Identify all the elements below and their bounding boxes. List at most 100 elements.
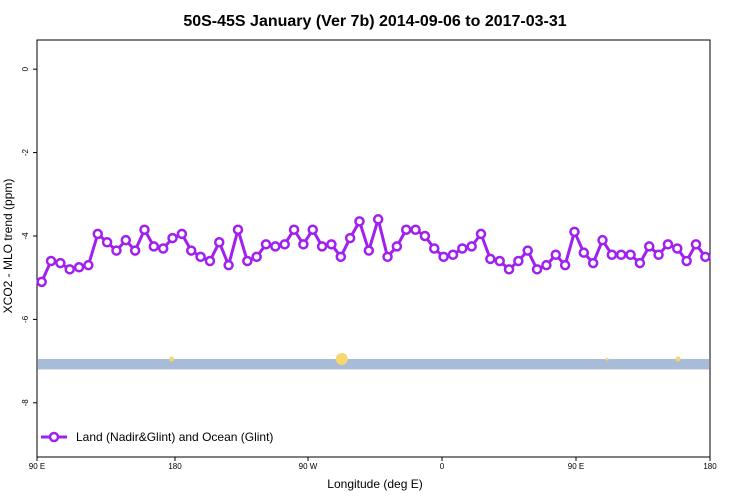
x-tick-label: 180	[168, 462, 182, 471]
data-point	[157, 243, 169, 254]
data-point	[288, 224, 300, 235]
data-point	[111, 245, 122, 256]
data-point	[214, 236, 225, 248]
data-point	[419, 230, 431, 242]
data-point	[494, 255, 505, 267]
data-point	[55, 257, 66, 269]
data-point	[503, 264, 515, 275]
data-point	[485, 253, 496, 265]
data-point	[120, 234, 132, 246]
data-point	[634, 257, 646, 269]
data-point	[382, 251, 393, 263]
data-point	[578, 247, 590, 258]
y-tick-label: 0	[21, 66, 30, 71]
legend-marker	[48, 431, 60, 443]
data-point	[148, 241, 160, 252]
data-point	[363, 245, 375, 256]
data-point	[606, 249, 618, 261]
band-marker-0	[169, 356, 175, 362]
data-point	[672, 243, 683, 254]
y-axis-label: XCO2 - MLO trend (ppm)	[1, 179, 15, 314]
data-point	[129, 245, 141, 256]
data-point	[167, 232, 178, 244]
data-point	[447, 249, 459, 261]
data-point	[466, 241, 477, 252]
data-point	[681, 255, 692, 267]
coverage-band	[38, 359, 709, 370]
data-point	[195, 251, 206, 263]
x-tick-label: 90 E	[29, 462, 45, 471]
band-marker-3	[675, 356, 681, 362]
data-point	[597, 234, 608, 246]
data-point	[36, 276, 47, 288]
data-point	[354, 216, 365, 227]
y-tick-label: -8	[21, 399, 30, 407]
y-tick-label: -4	[21, 232, 30, 240]
data-point	[531, 264, 543, 275]
data-point	[83, 259, 94, 271]
data-point	[700, 251, 711, 263]
data-point	[522, 245, 533, 256]
x-tick-label: 0	[440, 462, 445, 471]
data-point	[400, 224, 412, 235]
data-point	[176, 228, 188, 240]
band-marker-2	[605, 357, 609, 361]
data-point	[45, 255, 57, 267]
data-point	[185, 245, 197, 256]
data-point	[204, 255, 216, 267]
y-axis: 0 -2 -4 -6 -8	[21, 66, 37, 406]
data-point	[625, 249, 636, 261]
y-tick-label: -2	[21, 148, 30, 156]
data-point	[344, 232, 356, 244]
data-point	[101, 236, 113, 248]
x-tick-label: 90 E	[568, 462, 584, 471]
data-point	[372, 214, 384, 225]
data-point	[662, 239, 674, 250]
data-point	[73, 262, 85, 273]
data-point	[298, 239, 309, 250]
band-markers	[169, 353, 681, 366]
data-point	[690, 239, 702, 250]
data-point	[550, 249, 562, 261]
data-point	[643, 241, 655, 252]
data-point	[559, 259, 571, 271]
legend: Land (Nadir&Glint) and Ocean (Glint)	[41, 430, 273, 444]
data-point	[64, 264, 75, 275]
x-axis: 90 E 180 90 W 0 90 E 180	[29, 457, 717, 471]
y-tick-label: -6	[21, 315, 30, 323]
data-point	[475, 228, 487, 240]
data-point	[326, 239, 337, 250]
x-axis-label: Longitude (deg E)	[327, 477, 422, 491]
data-point	[457, 243, 468, 254]
data-point	[587, 257, 599, 269]
data-point	[92, 228, 104, 240]
data-point	[438, 251, 449, 263]
data-point	[615, 249, 627, 261]
data-point	[569, 226, 580, 238]
data-point	[279, 239, 290, 250]
data-point	[316, 241, 328, 252]
plot-frame	[36, 39, 711, 458]
x-tick-label: 90 W	[299, 462, 318, 471]
data-point	[242, 255, 253, 267]
data-point	[307, 224, 318, 235]
data-point	[391, 241, 403, 252]
legend-label: Land (Nadir&Glint) and Ocean (Glint)	[76, 430, 273, 444]
data-point	[260, 239, 272, 250]
data-point	[513, 255, 524, 267]
data-point	[335, 251, 347, 263]
chart-title: 50S-45S January (Ver 7b) 2014-09-06 to 2…	[183, 13, 566, 30]
x-tick-label: 180	[703, 462, 717, 471]
data-point	[429, 243, 440, 254]
series-points	[36, 214, 711, 288]
data-point	[223, 259, 234, 271]
band-marker-1	[335, 353, 348, 366]
data-point	[410, 224, 421, 235]
data-point	[270, 241, 281, 252]
data-point	[251, 251, 262, 263]
data-point	[541, 259, 552, 271]
data-point	[653, 249, 664, 261]
data-point	[139, 224, 150, 235]
data-point	[232, 224, 244, 235]
